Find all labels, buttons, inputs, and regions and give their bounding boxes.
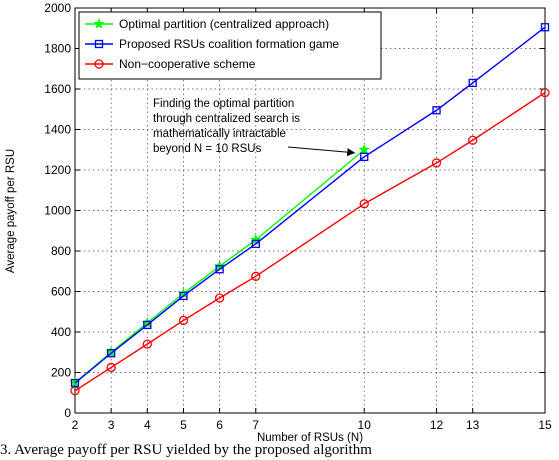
legend: Optimal partition (centralized approach)… bbox=[78, 11, 382, 80]
y-tick-label: 800 bbox=[51, 244, 71, 258]
x-tick-label: 6 bbox=[216, 418, 223, 432]
x-tick-label: 13 bbox=[466, 418, 480, 432]
legend-marker bbox=[94, 59, 104, 69]
annotation-line-2: through centralized search is bbox=[153, 113, 300, 125]
annotation-line-3: mathematically intractable bbox=[153, 128, 286, 140]
x-tick-label: 3 bbox=[108, 418, 115, 432]
x-axis-label: Number of RSUs (N) bbox=[257, 432, 363, 444]
y-axis-label: Average payoff per RSU bbox=[5, 149, 17, 273]
series-2 bbox=[70, 23, 550, 388]
data-point bbox=[106, 362, 116, 373]
data-point bbox=[358, 143, 370, 155]
y-tick-label: 400 bbox=[51, 325, 71, 339]
x-tick-label: 2 bbox=[72, 418, 79, 432]
data-point bbox=[540, 23, 550, 32]
data-point bbox=[431, 158, 442, 168]
y-tick-label: 0 bbox=[64, 406, 71, 420]
axis-ticks: 2 3 4 5 6 7 10 12 13 15 0 200 400 600 800 1000 1200 1400 1… bbox=[44, 1, 552, 432]
legend-label: Non−cooperative scheme bbox=[119, 57, 256, 71]
series-3 bbox=[70, 87, 550, 396]
data-point bbox=[540, 87, 550, 98]
y-tick-label: 1200 bbox=[44, 163, 71, 177]
data-point bbox=[179, 291, 188, 301]
series bbox=[69, 23, 550, 396]
y-tick-label: 600 bbox=[51, 285, 71, 299]
legend-box bbox=[78, 11, 382, 80]
data-point bbox=[359, 199, 369, 209]
data-point bbox=[70, 378, 80, 388]
data-point bbox=[432, 106, 441, 115]
data-point bbox=[214, 293, 225, 303]
annotation-arrow bbox=[287, 146, 356, 157]
data-point bbox=[142, 339, 152, 349]
data-point bbox=[468, 135, 478, 145]
series-line bbox=[74, 26, 546, 384]
data-point bbox=[251, 271, 261, 281]
figure-caption: 3. Average payoff per RSU yielded by the… bbox=[0, 442, 372, 458]
legend-item: Proposed RSUs coalition formation game bbox=[85, 37, 339, 51]
y-tick-label: 1600 bbox=[44, 82, 71, 96]
legend-label: Optimal partition (centralized approach) bbox=[119, 17, 329, 31]
annotation: Finding the optimal partition through ce… bbox=[153, 98, 356, 157]
x-tick-label: 4 bbox=[144, 418, 151, 432]
data-point bbox=[468, 78, 477, 88]
data-point bbox=[360, 152, 369, 161]
data-point bbox=[143, 320, 152, 330]
x-tick-label: 10 bbox=[358, 418, 372, 432]
annotation-line-1: Finding the optimal partition bbox=[153, 98, 294, 110]
legend-marker bbox=[94, 39, 104, 49]
y-tick-label: 1400 bbox=[44, 123, 71, 137]
legend-item: Optimal partition (centralized approach) bbox=[85, 17, 329, 31]
x-tick-label: 12 bbox=[430, 418, 444, 432]
y-tick-label: 1000 bbox=[44, 204, 71, 218]
y-tick-label: 1800 bbox=[44, 42, 71, 56]
annotation-line-4: beyond N = 10 RSUs bbox=[153, 143, 262, 155]
series-line bbox=[74, 92, 546, 392]
data-point bbox=[251, 239, 260, 249]
data-point bbox=[178, 315, 189, 326]
x-tick-label: 5 bbox=[180, 418, 187, 432]
legend-marker bbox=[93, 18, 105, 29]
data-point bbox=[250, 234, 262, 245]
x-tick-label: 7 bbox=[252, 418, 259, 432]
x-tick-label: 15 bbox=[538, 418, 552, 432]
legend-item: Non−cooperative scheme bbox=[85, 57, 256, 71]
data-point bbox=[215, 265, 224, 274]
legend-label: Proposed RSUs coalition formation game bbox=[119, 37, 339, 51]
y-tick-label: 2000 bbox=[44, 1, 71, 15]
y-tick-label: 200 bbox=[51, 366, 71, 380]
data-point bbox=[107, 349, 116, 358]
